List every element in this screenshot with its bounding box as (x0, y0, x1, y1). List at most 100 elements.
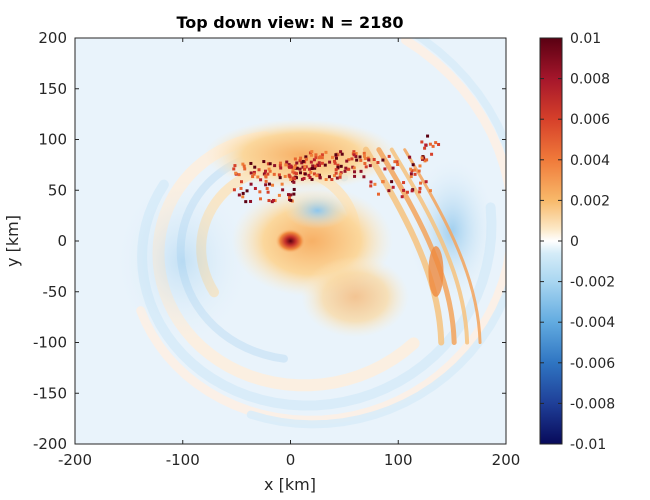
particle (292, 187, 296, 191)
colorbar-tick-label: -0.008 (570, 396, 615, 412)
particle (258, 190, 262, 194)
x-tick-label: 200 (492, 451, 521, 469)
particle (350, 157, 354, 161)
particle (233, 164, 237, 168)
particle (333, 174, 337, 178)
particle (264, 174, 268, 178)
particle (413, 168, 417, 172)
particle (437, 143, 441, 147)
particle (292, 180, 296, 184)
particle (294, 172, 298, 176)
particle (281, 188, 285, 192)
particle (304, 157, 308, 161)
particle (431, 144, 435, 148)
warm-south-region (301, 256, 410, 338)
particle (364, 165, 368, 169)
colorbar-tick-label: 0.004 (570, 153, 610, 169)
particle (425, 158, 429, 162)
particle (387, 189, 391, 193)
particle (232, 188, 236, 192)
particle (324, 177, 328, 181)
particle (259, 178, 263, 182)
particle (252, 172, 256, 176)
particle (309, 170, 313, 174)
x-tick-label: 0 (286, 451, 296, 469)
particle (391, 166, 395, 170)
particle (393, 160, 397, 164)
particle (355, 158, 359, 162)
particle (423, 159, 427, 163)
particle (423, 146, 427, 150)
particle (314, 153, 318, 157)
particle (420, 156, 424, 160)
particle (280, 182, 284, 186)
particle (287, 163, 291, 167)
colorbar: 0.01 0.008 0.006 0.004 0.002 0 -0.002 -0.004 -0.… (539, 31, 615, 453)
particles (232, 134, 441, 204)
particle (300, 161, 304, 165)
particle (257, 168, 261, 172)
particle (362, 151, 366, 155)
particle (420, 140, 424, 144)
particle (241, 191, 245, 195)
particle (307, 173, 311, 177)
particle (294, 176, 298, 180)
particle (409, 175, 413, 179)
particle (284, 163, 288, 167)
particle (383, 167, 387, 171)
particle (402, 181, 406, 185)
particle (320, 156, 324, 160)
particle (418, 164, 422, 168)
particle (298, 167, 302, 171)
particle (253, 165, 257, 169)
particle (359, 158, 363, 162)
particle (352, 153, 356, 157)
y-tick-label: 150 (38, 80, 67, 98)
particle (308, 167, 312, 171)
particle (278, 161, 282, 165)
warm-north-arc (204, 119, 399, 191)
particle (366, 156, 370, 160)
particle (314, 164, 318, 168)
particle (309, 160, 313, 164)
particle (239, 180, 243, 184)
particle (289, 193, 293, 197)
spiral-band-peak (428, 246, 444, 297)
particle (381, 180, 385, 184)
y-tick-label: -200 (33, 435, 67, 453)
x-tick-label: -200 (58, 451, 92, 469)
particle (409, 172, 413, 176)
heatmap-field (75, 38, 506, 444)
particle (314, 156, 318, 160)
particle (273, 199, 277, 203)
particle (354, 152, 358, 156)
particle (293, 171, 297, 175)
particle (295, 161, 299, 165)
particle (359, 169, 363, 173)
swirl-band (246, 38, 506, 429)
y-tick-label: 50 (48, 181, 67, 199)
particle (272, 172, 276, 176)
particle (263, 169, 267, 173)
particle (249, 161, 253, 165)
particle (312, 172, 316, 176)
particle (387, 154, 391, 158)
particle (289, 178, 293, 182)
y-tick-label: -100 (33, 334, 67, 352)
particle (362, 154, 366, 158)
particle (298, 171, 302, 175)
particle (262, 172, 266, 176)
particle (266, 190, 270, 194)
particle (277, 173, 281, 177)
particle (334, 153, 338, 157)
particle (266, 162, 270, 166)
particle (430, 152, 434, 156)
particle (304, 155, 308, 159)
x-axis: -200 -100 0 100 200 (58, 38, 520, 469)
particle (268, 162, 272, 166)
particle (363, 157, 367, 161)
colorbar-tick-label: -0.004 (570, 315, 615, 331)
particle (256, 175, 260, 179)
particle (347, 167, 351, 171)
particle (347, 158, 351, 162)
